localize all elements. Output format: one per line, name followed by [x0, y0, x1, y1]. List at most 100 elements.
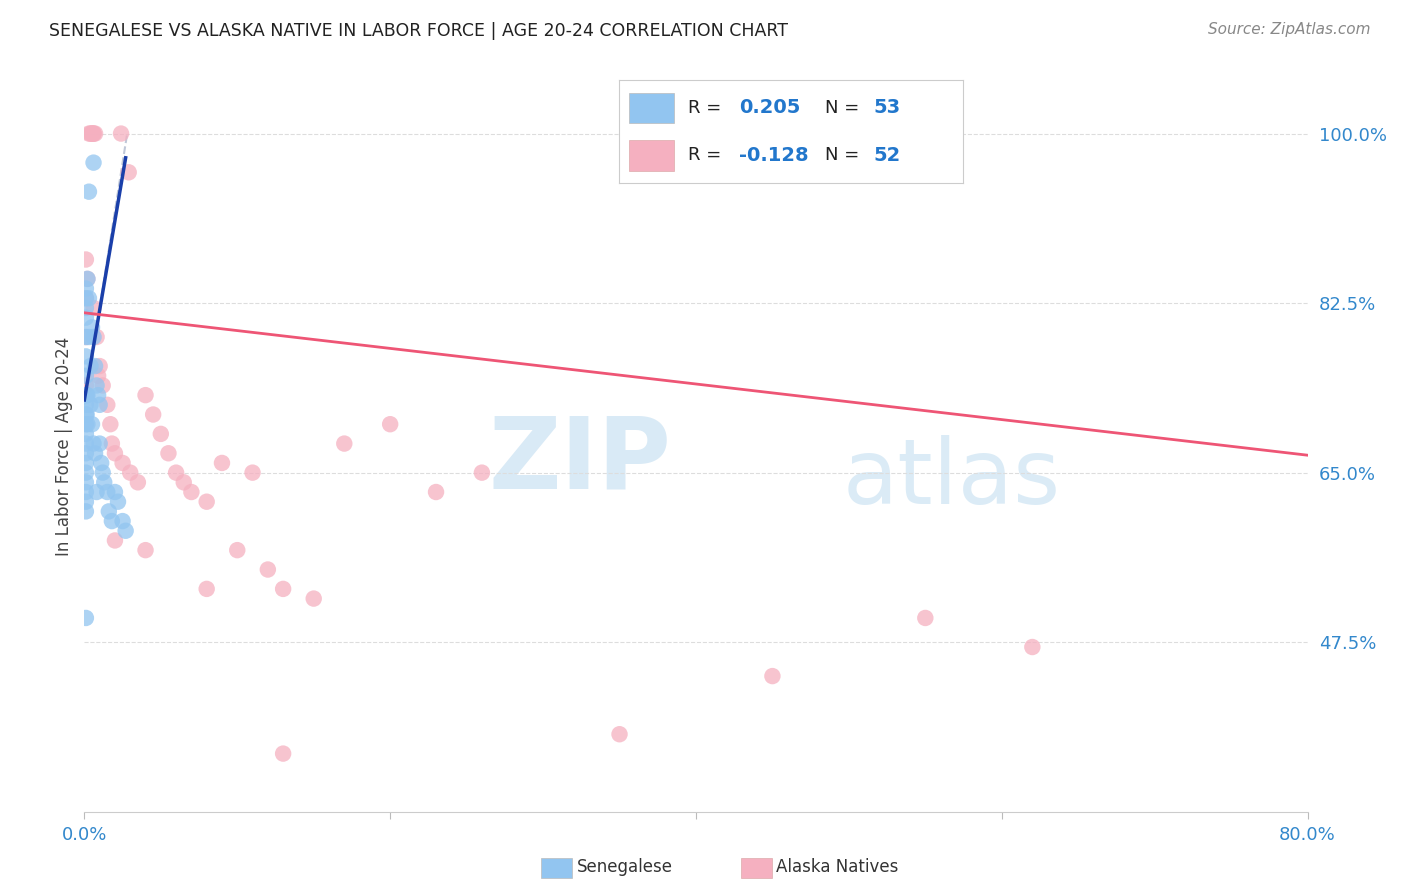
Point: [77, 127, 100, 141]
Text: Alaska Natives: Alaska Natives: [776, 858, 898, 876]
Point: [1021, 640, 1043, 654]
Point: [77, 330, 100, 344]
Point: [118, 165, 141, 179]
Point: [80, 417, 103, 432]
Point: [98, 417, 121, 432]
Point: [75, 291, 97, 305]
Point: [471, 466, 494, 480]
Point: [226, 543, 249, 558]
Point: [86, 330, 108, 344]
Point: [75, 398, 97, 412]
Point: [75, 388, 97, 402]
Point: [89, 436, 111, 450]
Point: [271, 582, 294, 596]
Point: [76, 388, 98, 402]
Point: [180, 485, 202, 500]
Point: [75, 330, 97, 344]
Point: [242, 466, 264, 480]
Point: [84, 359, 107, 373]
Point: [77, 291, 100, 305]
Point: [80, 127, 103, 141]
Point: [75, 611, 97, 625]
Point: [97, 504, 120, 518]
Point: [75, 368, 97, 383]
Point: [76, 408, 98, 422]
Y-axis label: In Labor Force | Age 20-24: In Labor Force | Age 20-24: [55, 336, 73, 556]
Point: [195, 494, 218, 508]
Point: [89, 359, 111, 373]
Text: 53: 53: [873, 98, 901, 118]
Point: [75, 494, 97, 508]
Point: [76, 388, 98, 402]
Point: [75, 485, 97, 500]
Point: [96, 398, 118, 412]
Text: Source: ZipAtlas.com: Source: ZipAtlas.com: [1208, 22, 1371, 37]
Text: N =: N =: [825, 99, 865, 117]
Point: [211, 456, 233, 470]
Point: [271, 747, 294, 761]
Point: [83, 127, 105, 141]
Point: [75, 446, 97, 460]
Point: [76, 272, 98, 286]
Point: [86, 378, 108, 392]
Point: [110, 127, 132, 141]
Point: [104, 446, 127, 460]
Point: [149, 426, 172, 441]
Point: [107, 494, 129, 508]
Point: [75, 417, 97, 432]
Point: [101, 436, 124, 450]
Point: [93, 475, 115, 490]
Point: [91, 378, 114, 392]
Point: [75, 350, 97, 364]
Point: [75, 426, 97, 441]
Point: [165, 466, 187, 480]
Point: [84, 127, 107, 141]
Point: [135, 543, 157, 558]
Point: [135, 388, 157, 402]
Text: 0.205: 0.205: [740, 98, 800, 118]
Point: [86, 485, 108, 500]
Point: [84, 446, 107, 460]
Point: [173, 475, 195, 490]
Bar: [628, 93, 673, 123]
Text: SENEGALESE VS ALASKA NATIVE IN LABOR FORCE | AGE 20-24 CORRELATION CHART: SENEGALESE VS ALASKA NATIVE IN LABOR FOR…: [49, 22, 789, 40]
Point: [87, 388, 110, 402]
Point: [75, 310, 97, 325]
Point: [75, 301, 97, 315]
Point: [380, 417, 402, 432]
Point: [127, 475, 149, 490]
Point: [302, 591, 325, 606]
Text: 52: 52: [873, 145, 901, 165]
Point: [75, 408, 97, 422]
Point: [120, 466, 142, 480]
Point: [96, 485, 118, 500]
Text: ZIP: ZIP: [489, 412, 672, 509]
Point: [83, 301, 105, 315]
Point: [425, 485, 447, 500]
Text: N =: N =: [825, 146, 865, 164]
Point: [75, 282, 97, 296]
Point: [83, 155, 105, 169]
Point: [157, 446, 180, 460]
Point: [609, 727, 631, 741]
Point: [75, 456, 97, 470]
Point: [87, 368, 110, 383]
Point: [83, 127, 105, 141]
Point: [76, 272, 98, 286]
Point: [75, 475, 97, 490]
Point: [75, 330, 97, 344]
Point: [75, 252, 97, 267]
Text: Senegalese: Senegalese: [576, 858, 672, 876]
Point: [91, 466, 114, 480]
Point: [80, 320, 103, 334]
Point: [104, 485, 127, 500]
Point: [75, 504, 97, 518]
Point: [79, 398, 101, 412]
Point: [83, 436, 105, 450]
Point: [83, 330, 105, 344]
Point: [111, 456, 134, 470]
Point: [101, 514, 124, 528]
Point: [90, 456, 112, 470]
Point: [195, 582, 218, 596]
Point: [75, 436, 97, 450]
